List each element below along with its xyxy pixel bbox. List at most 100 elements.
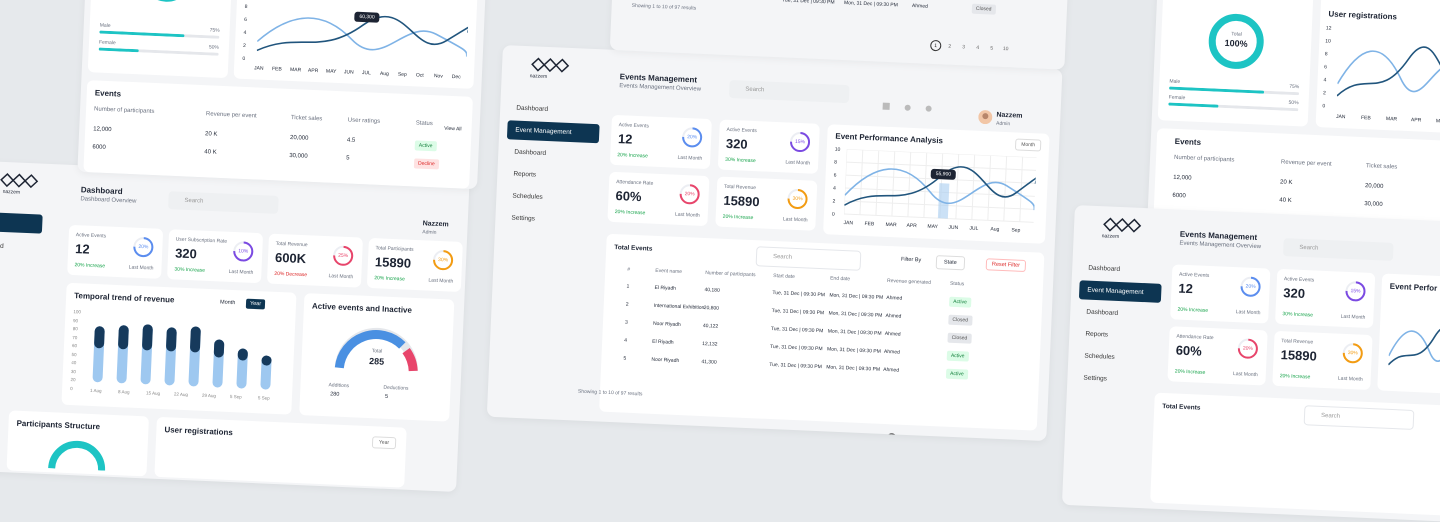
stat-value: 15890 [723, 192, 760, 210]
progress-ring [1342, 343, 1363, 364]
page-button[interactable]: 3 [962, 44, 966, 51]
table-cell: 30,000 [1364, 201, 1383, 208]
nav-item[interactable]: Reports [513, 170, 537, 179]
card-title: User registrations [164, 425, 234, 438]
stat-card: Total Revenue 600K 25% 20% Decrease Last Mon… [266, 233, 363, 288]
page-button[interactable]: 5 [990, 45, 994, 52]
search-box[interactable]: Search [1282, 238, 1394, 261]
page-button[interactable]: 2 [904, 436, 908, 442]
y-tick-label: 60 [71, 343, 78, 349]
line-chart [843, 149, 1037, 223]
table-cell: Tue, 31 Dec | 09:30 PM [772, 289, 826, 299]
stat-label: Active Events [75, 232, 107, 240]
nav-item[interactable]: Event Management [506, 120, 600, 144]
page-button[interactable]: 10 [1002, 46, 1009, 53]
nav-item[interactable]: Management [0, 210, 43, 234]
page-subtitle: Events Management Overview [619, 83, 702, 93]
table-cell: Mon, 31 Dec | 09:30 PM [826, 364, 881, 373]
progress-bar [1168, 102, 1299, 112]
stat-label: Active Events [1283, 276, 1315, 284]
table-search[interactable]: Search [1303, 405, 1415, 430]
stat-period: Last Month [128, 264, 154, 272]
page-button[interactable]: 4 [928, 436, 939, 441]
table-cell: 40,122 [702, 322, 719, 330]
column-header: Number of participants [705, 270, 756, 279]
year-select[interactable]: Year [371, 436, 397, 450]
stat-value: 15890 [1280, 347, 1318, 364]
nav-item[interactable]: Dashboard [1086, 308, 1119, 317]
line-chart [256, 16, 469, 57]
stat-pct: 20% [1245, 283, 1256, 290]
table-cell: 6000 [1172, 192, 1186, 200]
legend-name: Female [98, 39, 116, 47]
nav-item[interactable]: Dashboard [516, 104, 549, 114]
y-tick-label: 2 [242, 42, 246, 49]
stat-period: Last Month [328, 273, 354, 281]
nav-item[interactable]: Dashboard [514, 148, 547, 157]
table-search[interactable]: Search [755, 246, 862, 271]
stat-label: Total Revenue [275, 240, 308, 249]
progress-ring [1237, 338, 1258, 359]
table-cell: 20,000 [289, 134, 309, 142]
gender-card: Total 100% Male 75% Female 50% [1157, 0, 1316, 127]
x-tick-label: MAY [325, 68, 337, 75]
table-cell: Mon, 31 Dec | 09:30 PM [843, 0, 898, 9]
legend-value: 75% [209, 27, 220, 34]
toggle[interactable]: Month [219, 299, 236, 307]
table-cell: 20 K [204, 131, 218, 138]
reset-filter[interactable]: Reset Filter [985, 258, 1027, 273]
page-button[interactable]: 10 [970, 438, 981, 441]
nav-item[interactable]: Dashboard [1088, 264, 1121, 274]
stat-label: Active Events [726, 126, 757, 135]
stat-value: 320 [725, 135, 748, 152]
legend-value: 50% [208, 44, 220, 51]
nav-item[interactable]: Settings [511, 214, 536, 223]
nav-item[interactable]: Event Management [1078, 280, 1162, 303]
nav-item[interactable]: Settings [1083, 374, 1108, 383]
x-tick-label: Aug [990, 226, 1000, 233]
page-button[interactable]: ... [956, 437, 967, 441]
revenue-chart: Temporal trend of revenue Month Year 100 90 8… [61, 282, 297, 415]
tooltip: 55,900 [930, 168, 957, 180]
toggle[interactable]: Year [245, 298, 266, 310]
page-button[interactable]: 5 [942, 437, 953, 441]
line-chart [1387, 327, 1440, 366]
stat-card: Active Events 12 20% 20% Increase Last Month [67, 224, 164, 279]
table-cell: Ahmed [911, 3, 928, 10]
search-box[interactable]: Search [728, 79, 850, 104]
x-tick-label: 5 Sep [229, 394, 242, 400]
nav-item[interactable]: ard [0, 242, 4, 250]
stat-label: Total Participants [375, 245, 414, 253]
page-button[interactable]: 1 [885, 433, 898, 442]
page-button[interactable]: 2 [948, 43, 952, 50]
period-select[interactable]: Month [1014, 138, 1042, 152]
nav-item[interactable]: Schedules [1084, 352, 1115, 361]
state-select[interactable]: State [935, 255, 966, 271]
page-button[interactable]: 4 [976, 44, 980, 51]
x-tick-label: JAN [843, 220, 854, 227]
y-tick-label: 8 [834, 159, 838, 166]
legend-value: 280 [329, 391, 340, 398]
column-header: Revenue per event [205, 111, 257, 120]
y-tick-label: 100 [73, 309, 82, 315]
nav-item[interactable]: Schedules [512, 192, 543, 201]
x-tick-label: Nov [433, 73, 443, 80]
events-management-panel: nazzem Dashboard Event Management Dashboard… [486, 45, 1063, 442]
search-box[interactable]: Search [168, 191, 279, 214]
page-button[interactable]: 1 [930, 39, 942, 52]
stat-pct: 15% [1350, 288, 1361, 295]
x-tick-label: FEB [1360, 114, 1371, 122]
page-button[interactable]: 3 [918, 437, 922, 442]
stat-pct: 25% [338, 252, 349, 260]
y-tick-label: 4 [832, 185, 836, 192]
view-all[interactable]: View All [444, 125, 462, 133]
nav-item[interactable]: Reports [1085, 330, 1109, 339]
table-cell: 20,000 [1364, 183, 1384, 190]
table-cell: 12,000 [1173, 174, 1192, 182]
y-tick-label: 20 [70, 377, 76, 383]
status-badge: Closed [948, 314, 973, 326]
table-cell: Ahmed [886, 294, 903, 302]
table-cell: Ahmed [885, 312, 902, 320]
filter-button[interactable]: Filter By [900, 256, 922, 264]
